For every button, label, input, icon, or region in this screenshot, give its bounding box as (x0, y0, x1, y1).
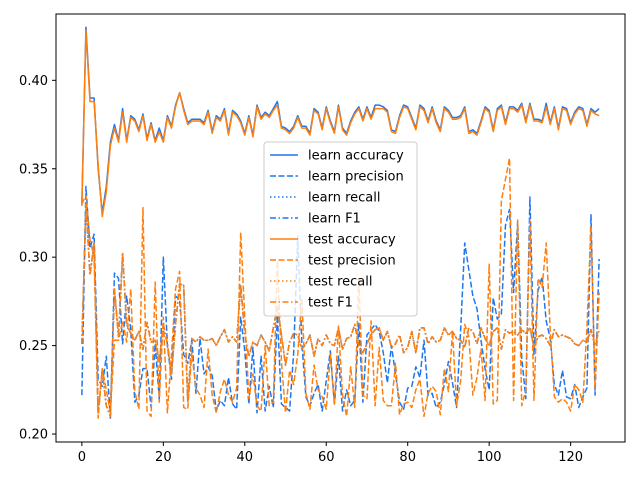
series-line-test-recall (81, 203, 600, 418)
series-line-test-precision (81, 157, 600, 419)
axes-frame (55, 13, 626, 443)
x-tick-label: 60 (318, 450, 335, 465)
legend-label: learn F1 (308, 212, 361, 227)
legend-label: learn accuracy (308, 149, 404, 164)
y-axis-ticks: 0.20 0.25 0.30 0.35 0.40 (19, 74, 56, 443)
legend-label: test accuracy (308, 233, 396, 248)
legend-label: test F1 (308, 296, 353, 311)
x-tick-label: 20 (155, 450, 172, 465)
x-axis-ticks: 0 20 40 60 80 100 120 (78, 442, 583, 465)
series-line-test-accuracy (81, 30, 600, 218)
y-tick-label: 0.20 (19, 428, 48, 443)
y-tick-label: 0.40 (19, 74, 48, 89)
x-tick-label: 100 (477, 450, 502, 465)
legend-box (263, 141, 418, 317)
legend-label: test recall (308, 275, 373, 290)
legend-label: learn precision (308, 170, 404, 185)
y-tick-label: 0.30 (19, 251, 48, 266)
x-tick-label: 40 (237, 450, 254, 465)
y-tick-label: 0.25 (19, 339, 48, 354)
x-tick-label: 0 (78, 450, 86, 465)
legend-label: test precision (308, 254, 396, 269)
legend: learn accuracy learn precision learn recal… (263, 141, 418, 317)
plot-lines (81, 26, 600, 419)
x-tick-label: 80 (399, 450, 416, 465)
y-tick-label: 0.35 (19, 162, 48, 177)
legend-label: learn recall (308, 191, 380, 206)
x-tick-label: 120 (558, 450, 583, 465)
